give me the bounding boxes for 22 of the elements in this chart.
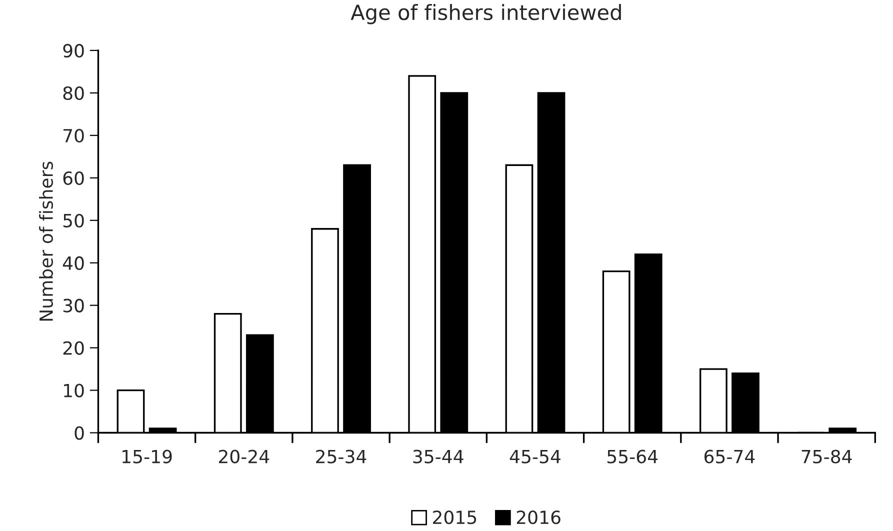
y-tick-label: 10 [64,384,84,398]
y-tick-label: 80 [63,86,84,100]
chart-title: Age of fishers interviewed [350,4,621,24]
x-tick-label: 20-24 [218,450,270,464]
x-tick-label: 55-64 [608,450,658,464]
x-tick-label: 15-19 [122,450,172,464]
legend-label: 2016 [516,510,560,524]
y-tick-label: 30 [63,298,84,312]
x-tick-label: 65-74 [704,450,755,464]
y-tick-label: 90 [63,44,84,58]
legend-label: 2015 [433,510,476,524]
y-tick-label: 60 [63,171,84,185]
x-tick-label: 75-84 [802,450,852,464]
x-tick-label: 35-44 [413,450,464,464]
y-tick-label: 50 [63,214,84,228]
y-axis-title: Number of fishers [39,162,54,321]
x-tick-label: 25-34 [316,450,366,464]
y-tick-label: 20 [63,341,84,355]
y-tick-label: 40 [62,256,84,270]
x-tick-label: 45-54 [510,450,560,464]
y-tick-label: 0 [74,426,84,440]
y-tick-label: 70 [64,128,84,143]
